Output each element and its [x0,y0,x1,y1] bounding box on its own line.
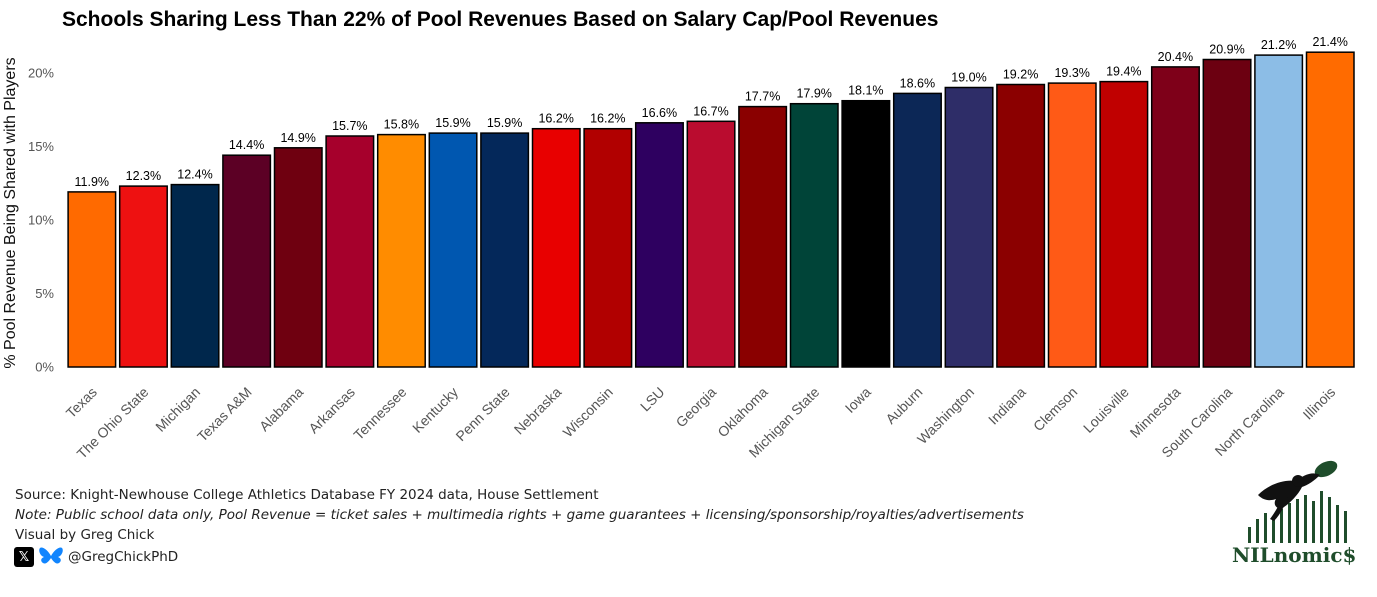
data-label: 16.2% [590,112,625,126]
social-handle[interactable]: @GregChickPhD [68,549,179,565]
data-label: 15.8% [384,118,419,132]
data-label: 20.9% [1209,43,1244,57]
football-player-logo-icon [1248,460,1347,543]
bar [789,102,839,368]
data-label: 19.2% [1003,68,1038,82]
x-tick-label: Indiana [985,384,1029,428]
source-note: Source: Knight-Newhouse College Athletic… [15,487,599,503]
bar [222,154,272,368]
bluesky-icon[interactable] [38,546,64,568]
bar [170,183,220,368]
y-tick-label: 10% [28,212,54,227]
x-tick-label: Alabama [256,384,307,435]
x-tick-label: Iowa [842,384,874,416]
bar [944,86,994,368]
y-tick-label: 20% [28,65,54,80]
x-tick-label: Penn State [452,384,512,444]
data-label: 18.6% [900,76,935,90]
data-label: 12.4% [177,168,212,182]
x-tick-label: Kentucky [409,384,461,436]
data-label: 17.9% [796,87,831,101]
data-label: 20.4% [1158,50,1193,64]
data-label: 15.7% [332,119,367,133]
bar [376,133,426,368]
data-label: 15.9% [435,116,470,130]
bar [634,122,684,368]
x-tick-label: LSU [637,384,668,415]
bar [1202,58,1252,368]
data-label: 14.4% [229,138,264,152]
chart-title: Schools Sharing Less Than 22% of Pool Re… [62,8,939,31]
data-label: 14.9% [280,131,315,145]
data-label: 15.9% [487,116,522,130]
data-label: 17.7% [745,90,780,104]
x-tick-label: Arkansas [305,384,358,437]
x-tick-label: Illinois [1299,384,1338,423]
data-label: 21.2% [1261,38,1296,52]
bar [1047,82,1097,368]
bar [1099,80,1149,368]
y-tick-label: 5% [35,286,54,301]
x-tick-label: Clemson [1030,384,1080,434]
x-tick-label: Texas [63,384,100,421]
bar-chart: % Pool Revenue Being Shared with Players… [2,35,1355,462]
x-tick-label: Tennessee [350,384,409,443]
bar [996,83,1046,368]
data-label: 11.9% [75,175,110,189]
data-label: 18.1% [848,84,883,98]
bar [325,135,375,368]
x-tick-label: Louisville [1080,384,1132,436]
bar [428,132,478,368]
data-label: 16.2% [538,112,573,126]
bar [118,185,168,368]
y-axis-label: % Pool Revenue Being Shared with Players [2,57,19,368]
logo-wordmark: NILnomic$ [1232,543,1357,567]
bar [1254,54,1304,368]
bar [531,127,581,368]
social-row: 𝕏 @GregChickPhD [14,545,178,569]
x-tick-label: Wisconsin [559,384,615,440]
data-label: 16.6% [642,106,677,120]
bar [273,147,323,368]
x-tick-label: Michigan [152,384,203,435]
bar [841,99,891,368]
bar [67,191,117,368]
data-label: 12.3% [126,169,161,183]
data-label: 19.3% [1054,66,1089,80]
data-label: 16.7% [693,104,728,118]
methodology-note: Note: Public school data only, Pool Reve… [15,507,1024,523]
x-tick-label: Georgia [673,384,720,431]
bars [67,51,1355,368]
x-tick-label: Texas A&M [194,384,255,445]
bar [480,132,530,368]
bar [1150,66,1200,368]
credit-line: Visual by Greg Chick [15,527,155,543]
bar [1305,51,1355,368]
x-tick-label: Auburn [882,384,925,427]
y-tick-label: 15% [28,139,54,154]
bar [686,120,736,368]
x-tick-label: Nebraska [511,384,565,438]
data-labels: 11.9% 12.3% 12.4% 14.4% 14.9% 15.7% 15.8% 15.9%… [75,35,1348,189]
bar [583,127,633,368]
x-icon[interactable]: 𝕏 [14,547,34,567]
bar [892,92,942,368]
data-label: 21.4% [1312,35,1347,49]
bar [738,105,788,368]
data-label: 19.4% [1106,65,1141,79]
y-axis-ticks: 0% 5% 10% 15% 20% [28,65,54,374]
y-tick-label: 0% [35,360,54,375]
data-label: 19.0% [951,71,986,85]
